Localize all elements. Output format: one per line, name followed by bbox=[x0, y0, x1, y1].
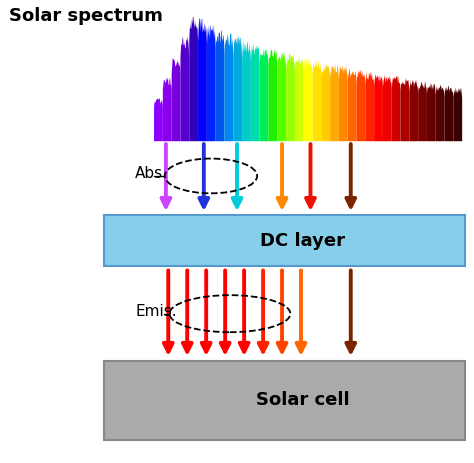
Polygon shape bbox=[392, 76, 401, 141]
Text: Solar spectrum: Solar spectrum bbox=[9, 7, 164, 25]
Polygon shape bbox=[401, 78, 410, 141]
Polygon shape bbox=[216, 30, 225, 141]
Polygon shape bbox=[277, 53, 286, 141]
Bar bbox=[104, 361, 465, 440]
Polygon shape bbox=[181, 37, 189, 141]
Polygon shape bbox=[365, 71, 374, 141]
Polygon shape bbox=[268, 49, 277, 141]
Polygon shape bbox=[198, 18, 207, 141]
Text: Abs.: Abs. bbox=[135, 166, 168, 181]
Polygon shape bbox=[445, 86, 453, 141]
Polygon shape bbox=[233, 36, 242, 141]
Polygon shape bbox=[321, 62, 330, 141]
Polygon shape bbox=[225, 33, 233, 141]
Polygon shape bbox=[330, 64, 339, 141]
Polygon shape bbox=[163, 77, 172, 141]
Polygon shape bbox=[410, 80, 418, 141]
Polygon shape bbox=[286, 53, 295, 141]
Text: Emis.: Emis. bbox=[135, 304, 177, 319]
Polygon shape bbox=[260, 48, 268, 141]
Polygon shape bbox=[207, 24, 216, 141]
Polygon shape bbox=[374, 74, 383, 141]
Text: DC layer: DC layer bbox=[260, 232, 345, 250]
Polygon shape bbox=[348, 68, 356, 141]
Polygon shape bbox=[304, 57, 312, 141]
Polygon shape bbox=[154, 98, 163, 141]
Polygon shape bbox=[418, 82, 427, 141]
Polygon shape bbox=[172, 58, 181, 141]
Polygon shape bbox=[453, 87, 462, 141]
Polygon shape bbox=[356, 70, 365, 141]
Polygon shape bbox=[339, 65, 348, 141]
Polygon shape bbox=[189, 17, 198, 141]
Polygon shape bbox=[251, 44, 260, 141]
Text: Solar cell: Solar cell bbox=[255, 392, 349, 409]
Polygon shape bbox=[383, 75, 392, 141]
Polygon shape bbox=[312, 60, 321, 141]
Polygon shape bbox=[242, 39, 251, 141]
Polygon shape bbox=[295, 55, 304, 141]
Bar bbox=[104, 215, 465, 266]
Polygon shape bbox=[427, 83, 436, 141]
Polygon shape bbox=[436, 85, 445, 141]
